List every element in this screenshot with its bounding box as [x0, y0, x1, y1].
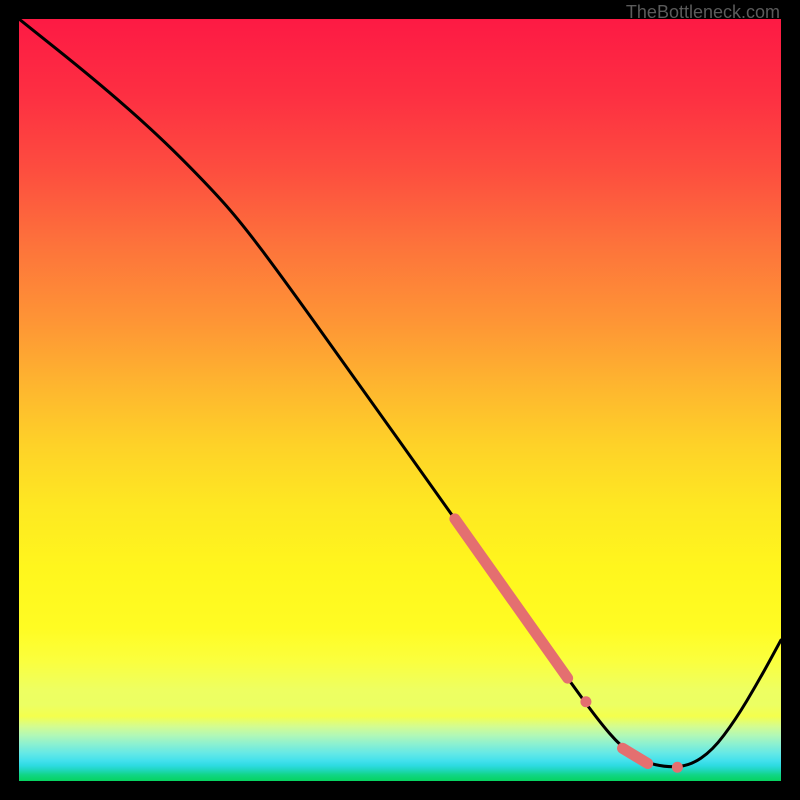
chart-svg — [19, 19, 781, 781]
data-line — [19, 19, 781, 767]
overlay-markers — [455, 519, 683, 773]
plot-area — [19, 19, 781, 781]
overlay-dot — [580, 696, 591, 707]
overlay-segment — [623, 748, 648, 763]
overlay-segment — [455, 519, 568, 678]
chart-container: TheBottleneck.com — [0, 0, 800, 800]
overlay-dot — [672, 762, 683, 773]
